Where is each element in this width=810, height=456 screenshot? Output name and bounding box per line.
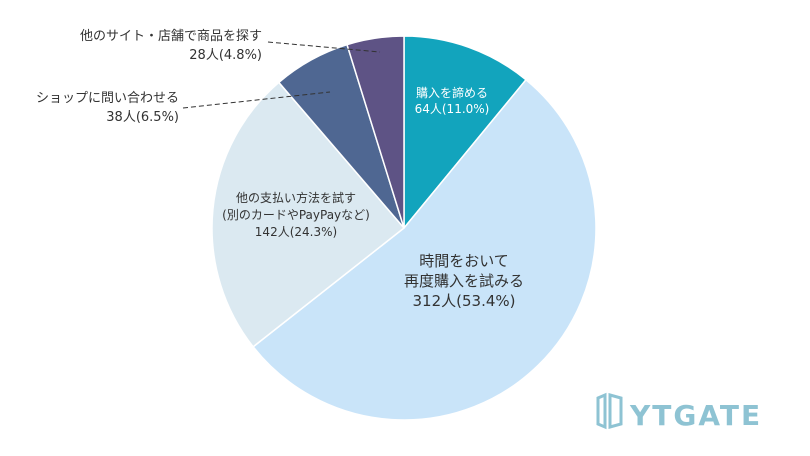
slice-label-line: 28人(4.8%) [189,48,262,63]
slice-label-line: 購入を諦める [416,85,488,100]
pie-slice-1 [252,78,597,421]
leader-line-3 [182,91,331,109]
slice-label-3: ショップに問い合わせる 38人(6.5%) [36,91,179,125]
slice-label-line: 142人(24.3%) [255,225,337,239]
pie-slices [211,35,597,421]
slice-label-line: 312人(53.4%) [413,292,516,310]
slice-label-0: 購入を諦める 64人(11.0%) [415,85,490,116]
ytgate-logo-text: YTGATE [629,399,762,432]
slice-label-line: 他の支払い方法を試す [236,190,356,205]
ytgate-logo: YTGATE [596,392,762,432]
slice-label-line: (別のカードやPayPayなど) [222,208,370,222]
leader-lines [182,41,381,109]
slice-label-line: 64人(11.0%) [415,102,490,116]
slice-label-line: 時間をおいて [419,252,509,270]
slice-label-4: 他のサイト・店舗で商品を探す 28人(4.8%) [80,29,262,63]
pie-slice-4 [346,35,405,229]
pie-slice-0 [403,35,528,231]
slice-label-line: 再度購入を試みる [404,272,524,290]
ytgate-logo-icon [596,392,623,430]
slice-label-2: 他の支払い方法を試す (別のカードやPayPayなど) 142人(24.3%) [222,190,370,239]
slice-label-line: 38人(6.5%) [106,110,179,125]
slice-label-1: 時間をおいて再度購入を試みる 312人(53.4%) [404,252,524,310]
slice-label-line: ショップに問い合わせる [36,91,179,106]
slice-label-line: 他のサイト・店舗で商品を探す [80,29,262,44]
pie-slice-2 [211,81,406,348]
leader-line-4 [267,41,381,53]
slice-labels: 購入を諦める 64人(11.0%) 時間をおいて再度購入を試みる 312人(53.4%… [36,29,524,310]
